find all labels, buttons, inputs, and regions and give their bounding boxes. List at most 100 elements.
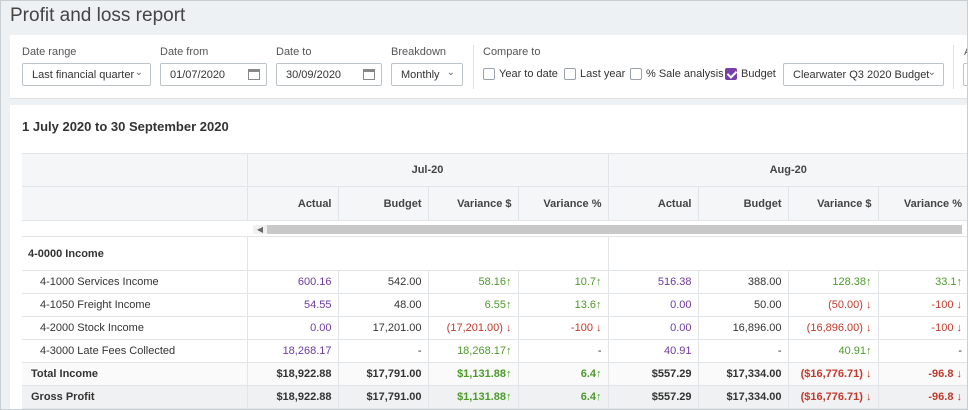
chevron-down-icon: ⌄ <box>446 67 455 78</box>
scroll-left-icon[interactable]: ◀ <box>253 225 267 234</box>
budget-cell: - <box>338 339 429 363</box>
budget-cell: 542.00 <box>338 270 429 294</box>
breakdown-value: Monthly <box>401 69 440 81</box>
budget-cell: 16,896.00 <box>698 316 789 340</box>
year-to-date-checkbox[interactable] <box>483 68 495 80</box>
last-year-checkbox[interactable] <box>564 68 576 80</box>
section-header: 4-0000 Income <box>22 236 248 271</box>
table-row: 4-1000 Services Income 600.16 542.00 58.16↑… <box>22 270 967 294</box>
variance-percent-cell: 13.6↑ <box>518 293 609 317</box>
budget-label[interactable]: Budget <box>741 68 776 80</box>
actual-cell[interactable]: 0.00 <box>608 293 699 317</box>
variance-amount-cell: 128.38↑ <box>788 270 879 294</box>
divider <box>953 45 954 89</box>
variance-percent-cell: - <box>518 339 609 363</box>
overflow-label: A <box>964 46 967 58</box>
actual-cell[interactable]: 18,268.17 <box>247 339 339 363</box>
budget-select-value: Clearwater Q3 2020 Budget <box>793 69 930 81</box>
column-header[interactable]: Actual <box>247 186 339 221</box>
section-spacer <box>608 236 967 271</box>
variance-amount-cell: 40.91↑ <box>788 339 879 363</box>
page-title: Profit and loss report <box>10 5 186 26</box>
scrollbar-track[interactable]: ◀ <box>253 225 962 234</box>
section-spacer <box>247 236 609 271</box>
row-label: Total Income <box>22 362 248 386</box>
column-header[interactable]: Variance $ <box>788 186 879 221</box>
date-range-value: Last financial quarter <box>32 69 135 81</box>
variance-percent-cell: -96.8 ↓ <box>878 385 967 409</box>
column-header[interactable]: Actual <box>608 186 699 221</box>
report-rows: 4-1000 Services Income 600.16 542.00 58.16↑… <box>22 270 967 409</box>
year-to-date-label[interactable]: Year to date <box>499 68 558 80</box>
column-header[interactable]: Variance $ <box>428 186 519 221</box>
column-header[interactable]: Budget <box>338 186 429 221</box>
budget-cell: 17,201.00 <box>338 316 429 340</box>
variance-percent-cell: -100 ↓ <box>878 293 967 317</box>
variance-percent-cell: 10.7↑ <box>518 270 609 294</box>
actual-cell[interactable]: 40.91 <box>608 339 699 363</box>
breakdown-select[interactable]: Monthly ⌄ <box>391 63 463 86</box>
variance-amount-cell: (16,896.00) ↓ <box>788 316 879 340</box>
compare-to-label: Compare to <box>483 46 541 58</box>
row-label: 4-2000 Stock Income <box>22 316 248 340</box>
month-header-aug: Aug-20 <box>608 153 967 187</box>
variance-percent-cell: -96.8 ↓ <box>878 362 967 386</box>
filter-bar: Date range Last financial quarter ⌄ Date… <box>10 35 967 99</box>
variance-amount-cell: 6.55↑ <box>428 293 519 317</box>
budget-select[interactable]: Clearwater Q3 2020 Budget ⌄ <box>783 63 944 86</box>
table-row: 4-2000 Stock Income 0.00 17,201.00 (17,201.… <box>22 316 967 340</box>
budget-cell: - <box>698 339 789 363</box>
sale-analysis-checkbox[interactable] <box>630 68 642 80</box>
calendar-icon[interactable] <box>248 69 260 80</box>
budget-cell: 388.00 <box>698 270 789 294</box>
variance-amount-cell: 58.16↑ <box>428 270 519 294</box>
row-label: 4-3000 Late Fees Collected <box>22 339 248 363</box>
column-header[interactable]: Variance % <box>518 186 609 221</box>
row-label: 4-1050 Freight Income <box>22 293 248 317</box>
column-header[interactable]: Budget <box>698 186 789 221</box>
actual-cell[interactable]: 600.16 <box>247 270 339 294</box>
column-header[interactable]: Variance % <box>878 186 967 221</box>
scroll-spacer <box>22 220 247 237</box>
actual-cell[interactable]: 0.00 <box>608 316 699 340</box>
variance-percent-cell: 33.1↑ <box>878 270 967 294</box>
variance-percent-cell: -100 ↓ <box>878 316 967 340</box>
last-year-label[interactable]: Last year <box>580 68 626 80</box>
variance-amount-cell: 18,268.17↑ <box>428 339 519 363</box>
sale-analysis-label[interactable]: % Sale analysis <box>646 68 724 80</box>
variance-amount-cell: ($16,776.71) ↓ <box>788 362 879 386</box>
actual-cell[interactable]: 0.00 <box>247 316 339 340</box>
budget-cell: $17,334.00 <box>698 362 789 386</box>
budget-cell: 48.00 <box>338 293 429 317</box>
table-row: 4-1050 Freight Income 54.55 48.00 6.55↑ 13.6… <box>22 293 967 317</box>
actual-cell[interactable]: 516.38 <box>608 270 699 294</box>
actual-cell: $557.29 <box>608 385 699 409</box>
horizontal-scrollbar[interactable]: ◀ <box>247 220 967 237</box>
variance-percent-cell: - <box>878 339 967 363</box>
actual-cell: $18,922.88 <box>247 385 339 409</box>
date-from-field[interactable]: 01/07/2020 <box>160 63 267 86</box>
actual-cell: $557.29 <box>608 362 699 386</box>
date-to-label: Date to <box>276 46 312 58</box>
month-header-jul: Jul-20 <box>247 153 609 187</box>
budget-checkbox[interactable] <box>725 68 737 80</box>
variance-amount-cell: ($16,776.71) ↓ <box>788 385 879 409</box>
overflow-select[interactable] <box>963 63 967 86</box>
table-row: 4-3000 Late Fees Collected 18,268.17-18,2… <box>22 339 967 363</box>
date-to-field[interactable]: 30/09/2020 <box>276 63 382 86</box>
actual-cell[interactable]: 54.55 <box>247 293 339 317</box>
variance-amount-cell: (17,201.00) ↓ <box>428 316 519 340</box>
date-range-select[interactable]: Last financial quarter ⌄ <box>22 63 151 86</box>
date-from-value: 01/07/2020 <box>170 69 226 81</box>
report-panel: 1 July 2020 to 30 September 2020 Jul-20 … <box>10 105 967 409</box>
budget-cell: 50.00 <box>698 293 789 317</box>
budget-cell: $17,791.00 <box>338 385 429 409</box>
table-row: Total Income $18,922.88 $17,791.00 $1,131.8… <box>22 362 967 386</box>
row-label: Gross Profit <box>22 385 248 409</box>
corner-cell <box>22 153 248 187</box>
calendar-icon[interactable] <box>363 69 375 80</box>
label-header <box>22 186 248 221</box>
table-row: Gross Profit $18,922.88 $17,791.00 $1,131.8… <box>22 385 967 409</box>
variance-percent-cell: 6.4↑ <box>518 362 609 386</box>
date-range-label: Date range <box>22 46 77 58</box>
